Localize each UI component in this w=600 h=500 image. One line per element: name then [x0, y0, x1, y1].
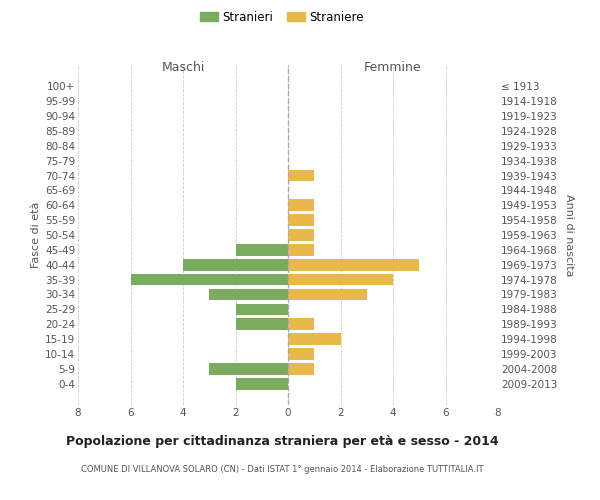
Bar	[235, 378, 288, 390]
Bar	[288, 363, 314, 374]
Bar	[209, 288, 288, 300]
Bar	[130, 274, 288, 285]
Bar	[288, 214, 314, 226]
Legend: Stranieri, Straniere: Stranieri, Straniere	[195, 6, 369, 28]
Bar	[209, 363, 288, 374]
Bar	[288, 170, 314, 181]
Bar	[235, 304, 288, 315]
Bar	[288, 334, 341, 345]
Bar	[288, 274, 393, 285]
Text: Popolazione per cittadinanza straniera per età e sesso - 2014: Popolazione per cittadinanza straniera p…	[65, 435, 499, 448]
Bar	[288, 229, 314, 241]
Bar	[288, 348, 314, 360]
Bar	[288, 200, 314, 211]
Text: Femmine: Femmine	[364, 62, 422, 74]
Text: COMUNE DI VILLANOVA SOLARO (CN) - Dati ISTAT 1° gennaio 2014 - Elaborazione TUTT: COMUNE DI VILLANOVA SOLARO (CN) - Dati I…	[81, 465, 483, 474]
Bar	[288, 244, 314, 256]
Bar	[183, 259, 288, 270]
Y-axis label: Fasce di età: Fasce di età	[31, 202, 41, 268]
Text: Maschi: Maschi	[161, 62, 205, 74]
Bar	[235, 318, 288, 330]
Bar	[288, 259, 419, 270]
Bar	[288, 288, 367, 300]
Bar	[235, 244, 288, 256]
Y-axis label: Anni di nascita: Anni di nascita	[565, 194, 574, 276]
Bar	[288, 318, 314, 330]
